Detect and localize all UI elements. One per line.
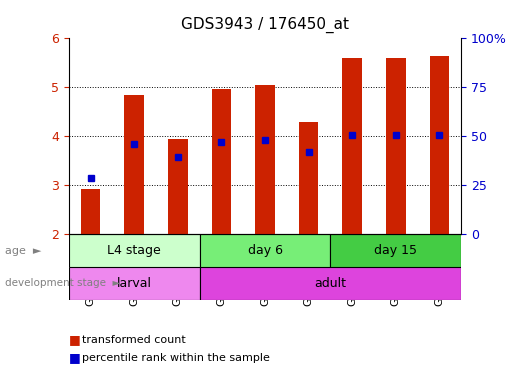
Bar [200,234,330,267]
Bar [168,139,188,234]
Bar [125,95,144,234]
Bar [69,234,200,267]
Text: transformed count: transformed count [82,335,186,345]
Text: larval: larval [117,277,152,290]
Text: day 15: day 15 [374,244,417,257]
Bar [342,58,362,234]
Bar [211,89,231,234]
Text: adult: adult [314,277,347,290]
Text: L4 stage: L4 stage [108,244,161,257]
Bar [299,122,319,234]
Bar [69,267,200,300]
Text: development stage  ►: development stage ► [5,278,121,288]
Text: day 6: day 6 [248,244,282,257]
Text: age  ►: age ► [5,245,42,256]
Text: ■: ■ [69,333,81,346]
Bar [429,56,449,234]
Text: ■: ■ [69,351,81,364]
Bar [255,85,275,234]
Bar [81,189,101,234]
Text: percentile rank within the sample: percentile rank within the sample [82,353,270,363]
Text: GDS3943 / 176450_at: GDS3943 / 176450_at [181,17,349,33]
Bar [386,58,405,234]
Bar [200,267,461,300]
Bar [330,234,461,267]
